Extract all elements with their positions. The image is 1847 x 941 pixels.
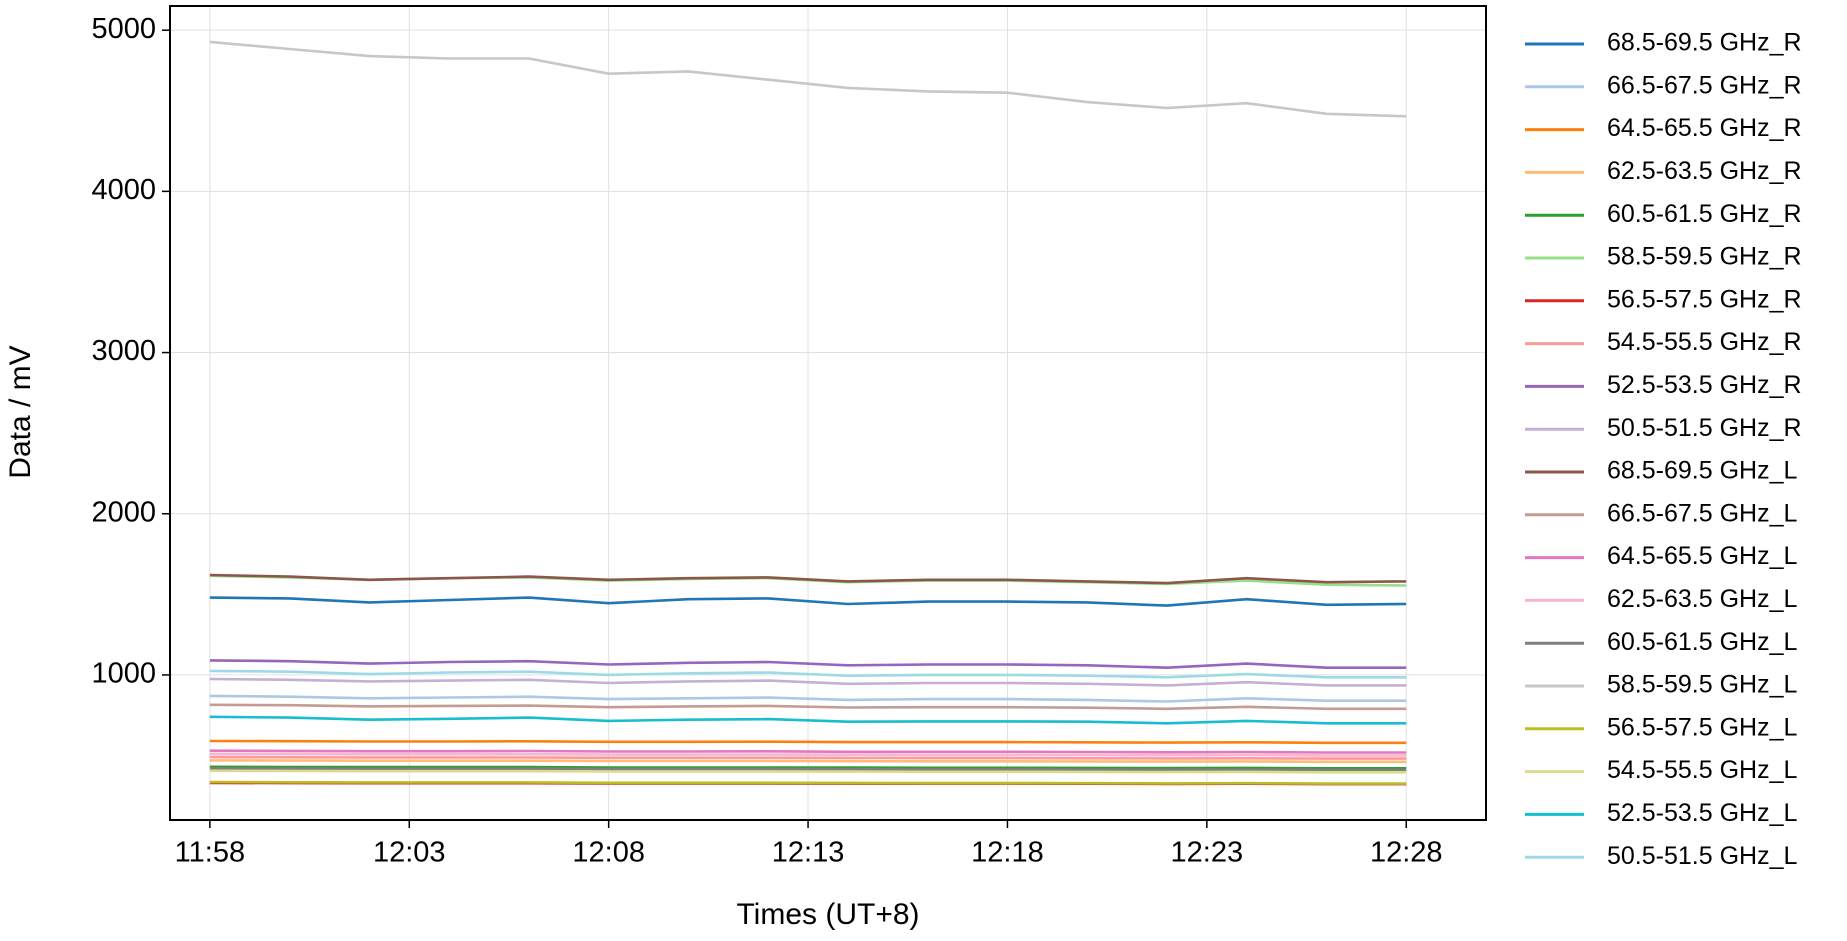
x-tick-label: 11:58	[175, 837, 245, 869]
series-line	[209, 769, 1407, 774]
series-line	[209, 767, 1407, 772]
x-tick-label: 12:13	[772, 837, 845, 869]
legend-label: 58.5-59.5 GHz_L	[1607, 671, 1797, 699]
series-line	[209, 677, 1407, 687]
series-line	[209, 694, 1407, 703]
legend-label: 52.5-53.5 GHz_R	[1607, 371, 1802, 399]
legend-label: 50.5-51.5 GHz_L	[1607, 842, 1797, 870]
series-line	[209, 759, 1407, 764]
series-line	[209, 703, 1407, 711]
plot-frame	[169, 5, 1487, 821]
x-tick-label: 12:03	[373, 837, 446, 869]
legend-label: 50.5-51.5 GHz_R	[1607, 414, 1802, 442]
legend-label: 58.5-59.5 GHz_R	[1607, 243, 1802, 271]
legend-label: 56.5-57.5 GHz_R	[1607, 285, 1802, 313]
legend-label: 62.5-63.5 GHz_R	[1607, 157, 1802, 185]
series-line	[209, 765, 1407, 770]
legend-label: 68.5-69.5 GHz_L	[1607, 457, 1797, 485]
x-tick-label: 12:23	[1171, 837, 1244, 869]
legend-label: 64.5-65.5 GHz_R	[1607, 114, 1802, 142]
x-tick-label: 12:18	[971, 837, 1044, 869]
series-line	[209, 669, 1407, 679]
series-line	[209, 739, 1407, 745]
y-tick-label: 5000	[91, 13, 156, 45]
legend-label: 52.5-53.5 GHz_L	[1607, 799, 1797, 827]
legend-label: 62.5-63.5 GHz_L	[1607, 585, 1797, 613]
series-line	[209, 755, 1407, 760]
y-tick-label: 2000	[91, 496, 156, 528]
y-tick-label: 3000	[91, 335, 156, 367]
y-tick-label: 4000	[91, 174, 156, 206]
legend-label: 54.5-55.5 GHz_R	[1607, 328, 1802, 356]
y-axis-label: Data / mV	[4, 345, 37, 478]
x-axis-label: Times (UT+8)	[736, 898, 919, 931]
series-line	[209, 40, 1407, 118]
series-line	[209, 780, 1407, 785]
x-tick-label: 12:08	[572, 837, 645, 869]
legend-label: 56.5-57.5 GHz_L	[1607, 713, 1797, 741]
legend-label: 54.5-55.5 GHz_L	[1607, 756, 1797, 784]
x-tick-label: 12:28	[1370, 837, 1443, 869]
legend-label: 66.5-67.5 GHz_R	[1607, 71, 1802, 99]
y-tick-label: 1000	[91, 658, 156, 690]
legend-label: 68.5-69.5 GHz_R	[1607, 29, 1802, 57]
series-line	[209, 659, 1407, 670]
legend: 68.5-69.5 GHz_R 66.5-67.5 GHz_R 64.5-65.5 …	[1525, 29, 1802, 870]
series-line	[209, 752, 1407, 757]
series-line	[209, 596, 1407, 607]
legend-label: 66.5-67.5 GHz_L	[1607, 499, 1797, 527]
series-line	[209, 749, 1407, 754]
legend-label: 60.5-61.5 GHz_R	[1607, 200, 1802, 228]
series-line	[209, 715, 1407, 725]
legend-label: 60.5-61.5 GHz_L	[1607, 628, 1797, 656]
legend-label: 64.5-65.5 GHz_L	[1607, 542, 1797, 570]
series-line	[209, 573, 1407, 585]
